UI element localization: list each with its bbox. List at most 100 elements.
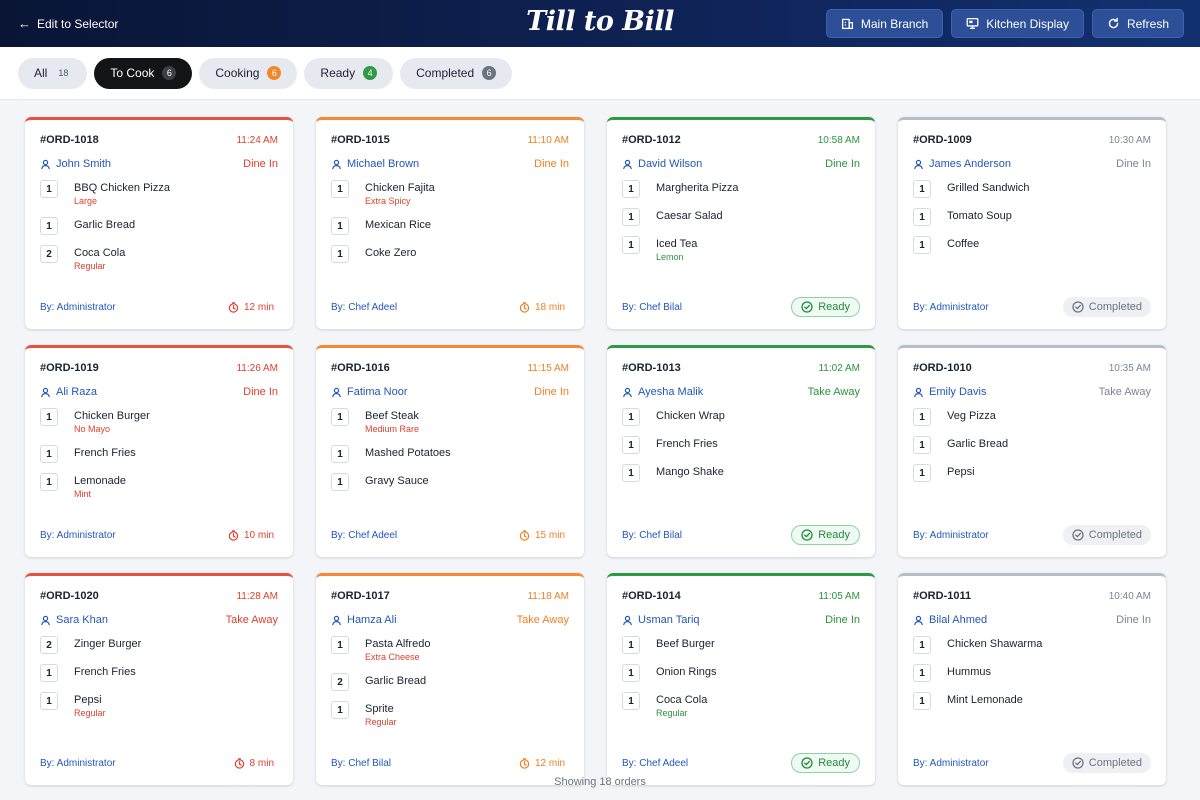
clock-icon bbox=[228, 301, 239, 313]
item-details: Beef Steak Medium Rare bbox=[365, 408, 419, 435]
order-customer-row: Ali Raza Dine In bbox=[40, 384, 278, 400]
order-card-footer: By: Chef Adeel Ready bbox=[622, 753, 860, 773]
item-name: Pepsi bbox=[947, 466, 975, 478]
order-id: #ORD-1014 bbox=[622, 590, 681, 602]
item-quantity: 1 bbox=[622, 636, 640, 654]
customer-name-label: Ali Raza bbox=[56, 386, 97, 398]
elapsed-timer: 12 min bbox=[519, 758, 565, 769]
customer-name[interactable]: Emily Davis bbox=[913, 386, 986, 398]
order-item: 1 Pepsi bbox=[913, 464, 1151, 482]
user-icon bbox=[622, 159, 633, 170]
assigned-by: By: Chef Bilal bbox=[331, 757, 392, 769]
order-customer-row: Usman Tariq Dine In bbox=[622, 612, 860, 628]
order-customer-row: Fatima Noor Dine In bbox=[331, 384, 569, 400]
filter-tab-cooking[interactable]: Cooking 6 bbox=[199, 57, 298, 89]
item-modifier: Regular bbox=[365, 717, 397, 727]
order-item: 1 Coke Zero bbox=[331, 245, 569, 263]
customer-name[interactable]: Sara Khan bbox=[40, 614, 108, 626]
filter-tab-completed[interactable]: Completed 6 bbox=[400, 57, 513, 89]
kitchen-display-button[interactable]: Kitchen Display bbox=[951, 9, 1084, 38]
order-card[interactable]: #ORD-1012 10:58 AM David Wilson Dine In 1 Mar… bbox=[607, 117, 875, 329]
order-items-list: 1 Chicken Wrap 1 French Fries 1 Mango Shake bbox=[622, 408, 860, 482]
item-quantity: 1 bbox=[331, 245, 349, 263]
order-card[interactable]: #ORD-1017 11:18 AM Hamza Ali Take Away 1 Past… bbox=[316, 573, 584, 785]
item-modifier: Large bbox=[74, 196, 98, 206]
item-quantity: 2 bbox=[40, 245, 58, 263]
order-card[interactable]: #ORD-1013 11:02 AM Ayesha Malik Take Away 1 C… bbox=[607, 345, 875, 557]
customer-name[interactable]: Ayesha Malik bbox=[622, 386, 703, 398]
order-card-footer: By: Administrator Completed bbox=[913, 297, 1151, 317]
item-details: Onion Rings bbox=[656, 664, 717, 679]
item-modifier: Regular bbox=[656, 708, 688, 718]
item-quantity: 1 bbox=[622, 180, 640, 198]
item-quantity: 1 bbox=[913, 436, 931, 454]
order-card[interactable]: #ORD-1015 11:10 AM Michael Brown Dine In 1 Ch… bbox=[316, 117, 584, 329]
customer-name[interactable]: Bilal Ahmed bbox=[913, 614, 987, 626]
item-quantity: 1 bbox=[40, 180, 58, 198]
order-card[interactable]: #ORD-1011 10:40 AM Bilal Ahmed Dine In 1 Chic… bbox=[898, 573, 1166, 785]
order-time: 11:24 AM bbox=[236, 134, 278, 146]
customer-name-label: Bilal Ahmed bbox=[929, 614, 988, 626]
back-to-selector-link[interactable]: ← Edit to Selector bbox=[18, 0, 118, 47]
order-card[interactable]: #ORD-1020 11:28 AM Sara Khan Take Away 2 Zing… bbox=[25, 573, 293, 785]
order-item: 1 Garlic Bread bbox=[40, 217, 278, 235]
item-details: Chicken Burger No Mayo bbox=[74, 408, 150, 435]
customer-name[interactable]: David Wilson bbox=[622, 158, 702, 170]
customer-name[interactable]: James Anderson bbox=[913, 158, 1011, 170]
item-name: French Fries bbox=[74, 447, 136, 459]
filter-tab-to-cook[interactable]: To Cook 6 bbox=[94, 57, 193, 89]
assigned-by: By: Administrator bbox=[913, 301, 989, 313]
item-quantity: 1 bbox=[40, 217, 58, 235]
item-name: Margherita Pizza bbox=[656, 182, 739, 194]
item-details: Garlic Bread bbox=[947, 436, 1008, 451]
assigned-by: By: Chef Adeel bbox=[331, 529, 398, 541]
main-branch-button[interactable]: Main Branch bbox=[825, 9, 944, 38]
ready-status-button[interactable]: Ready bbox=[791, 297, 860, 317]
customer-name[interactable]: John Smith bbox=[40, 158, 111, 170]
order-item: 1 BBQ Chicken Pizza Large bbox=[40, 180, 278, 207]
order-card[interactable]: #ORD-1009 10:30 AM James Anderson Dine In 1 G… bbox=[898, 117, 1166, 329]
order-card-footer: By: Chef Adeel 15 min bbox=[331, 525, 569, 545]
order-item: 1 Chicken Shawarma bbox=[913, 636, 1151, 654]
customer-name[interactable]: Usman Tariq bbox=[622, 614, 700, 626]
order-card[interactable]: #ORD-1019 11:26 AM Ali Raza Dine In 1 Chicken… bbox=[25, 345, 293, 557]
customer-name[interactable]: Ali Raza bbox=[40, 386, 97, 398]
user-icon bbox=[40, 615, 51, 626]
item-quantity: 1 bbox=[40, 692, 58, 710]
item-quantity: 1 bbox=[40, 473, 58, 491]
item-details: Mexican Rice bbox=[365, 217, 431, 232]
order-card-header: #ORD-1018 11:24 AM bbox=[40, 132, 278, 148]
filter-tab-ready[interactable]: Ready 4 bbox=[304, 57, 394, 89]
order-card[interactable]: #ORD-1010 10:35 AM Emily Davis Take Away 1 Ve… bbox=[898, 345, 1166, 557]
item-modifier: Mint bbox=[74, 489, 92, 499]
order-card[interactable]: #ORD-1018 11:24 AM John Smith Dine In 1 BBQ C… bbox=[25, 117, 293, 329]
refresh-button[interactable]: Refresh bbox=[1091, 9, 1184, 38]
order-id: #ORD-1017 bbox=[331, 590, 390, 602]
filter-tab-all[interactable]: All 18 bbox=[18, 57, 88, 89]
item-name: Coca Cola bbox=[656, 694, 708, 706]
ready-status-button[interactable]: Ready bbox=[791, 525, 860, 545]
order-card[interactable]: #ORD-1016 11:15 AM Fatima Noor Dine In 1 Beef… bbox=[316, 345, 584, 557]
item-details: Pepsi Regular bbox=[74, 692, 106, 719]
order-card-footer: By: Chef Adeel 18 min bbox=[331, 297, 569, 317]
item-modifier: Extra Spicy bbox=[365, 196, 411, 206]
ready-status-button[interactable]: Ready bbox=[791, 753, 860, 773]
order-time: 11:26 AM bbox=[236, 362, 278, 374]
item-quantity: 1 bbox=[622, 236, 640, 254]
customer-name[interactable]: Hamza Ali bbox=[331, 614, 397, 626]
item-quantity: 1 bbox=[913, 208, 931, 226]
order-card[interactable]: #ORD-1014 11:05 AM Usman Tariq Dine In 1 Beef… bbox=[607, 573, 875, 785]
clock-icon bbox=[228, 529, 239, 541]
customer-name-label: Hamza Ali bbox=[347, 614, 397, 626]
order-time: 11:28 AM bbox=[236, 590, 278, 602]
customer-name[interactable]: Fatima Noor bbox=[331, 386, 408, 398]
filter-tab-label: Ready bbox=[320, 66, 356, 80]
customer-name[interactable]: Michael Brown bbox=[331, 158, 419, 170]
item-details: BBQ Chicken Pizza Large bbox=[74, 180, 170, 207]
elapsed-timer: 12 min bbox=[228, 302, 274, 313]
order-card-footer: By: Chef Bilal Ready bbox=[622, 525, 860, 545]
check-circle-icon bbox=[1072, 529, 1084, 541]
item-details: Sprite Regular bbox=[365, 701, 397, 728]
item-details: Coke Zero bbox=[365, 245, 416, 260]
order-time: 11:10 AM bbox=[527, 134, 569, 146]
